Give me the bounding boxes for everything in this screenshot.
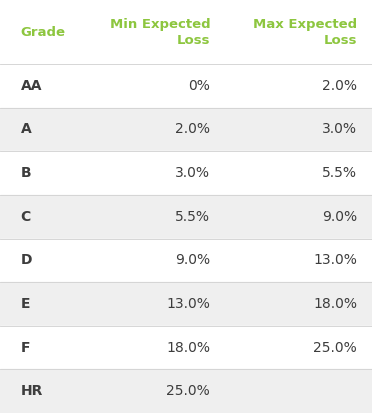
Text: Max Expected
Loss: Max Expected Loss [253,17,357,47]
Text: 9.0%: 9.0% [322,210,357,224]
Text: HR: HR [20,384,43,398]
Text: 2.0%: 2.0% [175,122,210,136]
Bar [0,64,372,108]
Bar [0,195,372,238]
Text: Min Expected
Loss: Min Expected Loss [110,17,210,47]
Text: 5.5%: 5.5% [175,210,210,224]
Text: 3.0%: 3.0% [175,166,210,180]
Text: 13.0%: 13.0% [166,297,210,311]
Text: 18.0%: 18.0% [313,297,357,311]
Bar [0,326,372,369]
Text: 13.0%: 13.0% [313,253,357,267]
Text: A: A [20,122,31,136]
Bar [0,0,372,64]
Text: E: E [20,297,30,311]
Text: F: F [20,341,30,355]
Bar [0,151,372,195]
Text: AA: AA [20,79,42,93]
Text: 9.0%: 9.0% [175,253,210,267]
Text: Grade: Grade [20,26,65,38]
Text: 25.0%: 25.0% [166,384,210,398]
Bar [0,282,372,326]
Text: 5.5%: 5.5% [322,166,357,180]
Text: 2.0%: 2.0% [322,79,357,93]
Bar [0,369,372,413]
Text: D: D [20,253,32,267]
Text: 25.0%: 25.0% [313,341,357,355]
Bar [0,108,372,151]
Text: B: B [20,166,31,180]
Text: 18.0%: 18.0% [166,341,210,355]
Text: 3.0%: 3.0% [322,122,357,136]
Text: 0%: 0% [188,79,210,93]
Text: C: C [20,210,31,224]
Bar [0,238,372,282]
